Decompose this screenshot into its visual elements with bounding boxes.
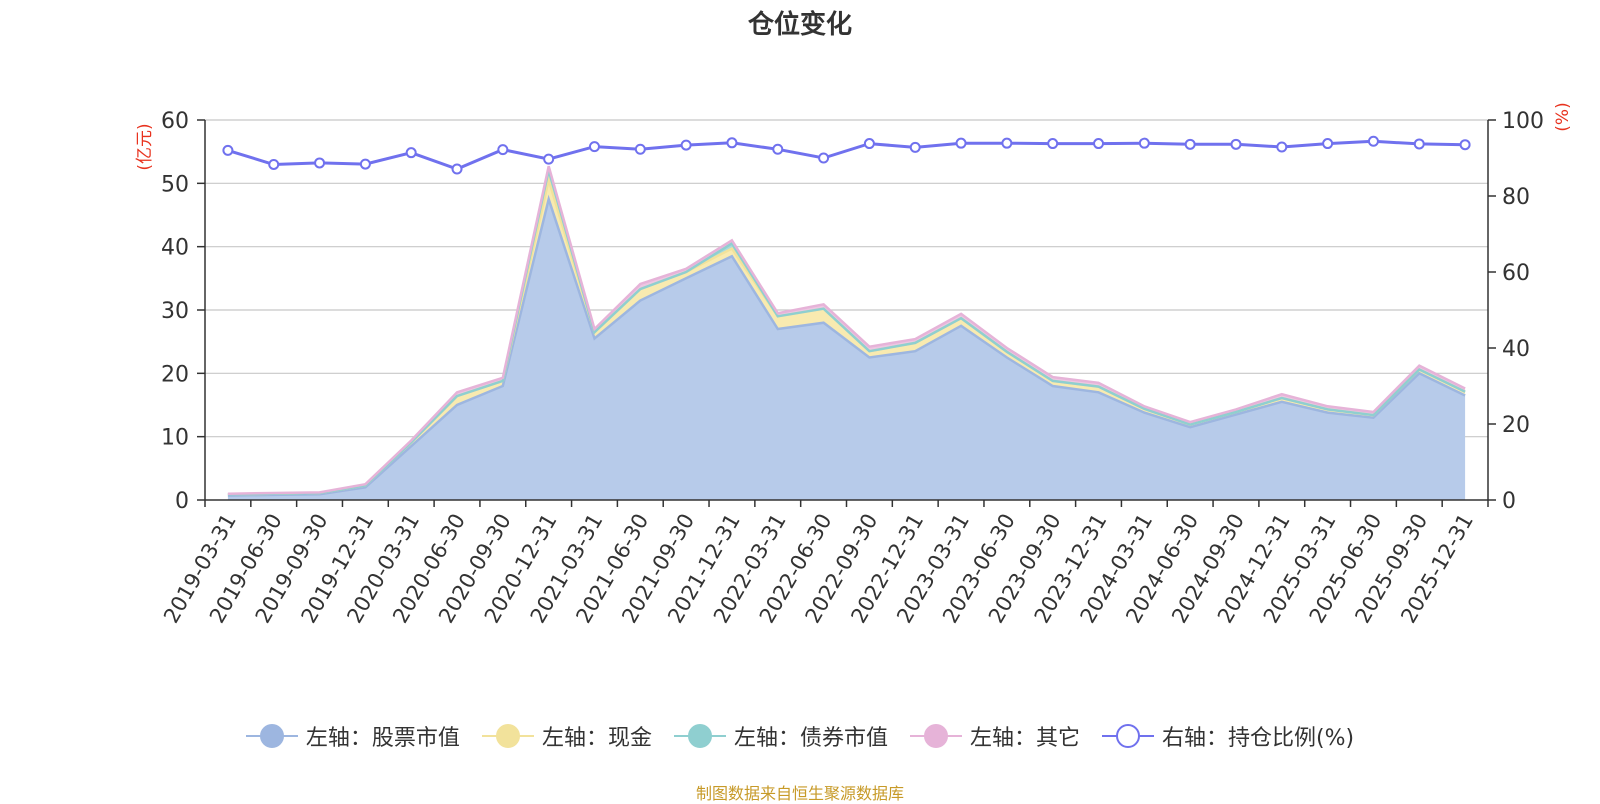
area-line-3 (227, 165, 1466, 495)
area-0 (227, 199, 1466, 500)
position-ratio-point (1184, 138, 1196, 150)
left-tick-label: 30 (161, 299, 189, 324)
legend-marker-icon (909, 724, 962, 748)
legend-marker-icon (481, 724, 534, 748)
left-tick-label: 0 (175, 489, 189, 514)
position-ratio-point (863, 138, 875, 150)
position-ratio-line (227, 139, 1466, 171)
chart-legend: 左轴：股票市值 左轴：现金 左轴：债券市值 左轴：其它 右轴：持仓比例(%) (0, 720, 1600, 752)
right-tick-label: 40 (1502, 337, 1530, 362)
right-tick-label: 100 (1502, 109, 1544, 134)
legend-item-4[interactable]: 右轴：持仓比例(%) (1101, 720, 1355, 752)
position-ratio-point (1093, 138, 1105, 150)
area-1 (227, 180, 1466, 496)
legend-label: 左轴：其它 (969, 726, 1080, 751)
right-axis-unit: (%) (1553, 102, 1573, 131)
position-ratio-point (405, 147, 417, 159)
position-ratio-point (634, 143, 646, 155)
right-tick-label: 80 (1502, 185, 1530, 210)
left-tick-label: 60 (161, 109, 189, 134)
position-ratio-point (497, 144, 509, 156)
position-ratio-point (588, 141, 600, 153)
legend-label: 左轴：股票市值 (305, 726, 460, 751)
position-ratio-point (1230, 138, 1242, 150)
position-ratio-point (451, 163, 463, 175)
left-tick-label: 20 (161, 362, 189, 387)
position-ratio-point (680, 139, 692, 151)
area-line-0 (227, 194, 1466, 497)
position-ratio-point (359, 158, 371, 170)
position-ratio-point (1367, 135, 1379, 147)
position-ratio-point (1001, 137, 1013, 149)
legend-label: 右轴：持仓比例(%) (1161, 726, 1355, 751)
legend-marker-icon (245, 724, 298, 748)
position-ratio-point (314, 157, 326, 169)
legend-label: 左轴：债券市值 (733, 726, 888, 751)
source-note: 制图数据来自恒生聚源数据库 (695, 784, 904, 803)
chart-title: 仓位变化 (747, 10, 852, 40)
left-tick-label: 10 (161, 426, 189, 451)
position-ratio-point (268, 158, 280, 170)
area-line-2 (227, 169, 1466, 496)
position-ratio-point (955, 137, 967, 149)
legend-label: 左轴：现金 (541, 726, 652, 751)
left-tick-label: 50 (161, 172, 189, 197)
position-ratio-point (1138, 137, 1150, 149)
position-ratio-point (222, 144, 234, 156)
right-tick-label: 60 (1502, 261, 1530, 286)
left-axis-unit: (亿元) (135, 123, 155, 170)
legend-marker-icon (673, 724, 726, 748)
legend-item-2[interactable]: 左轴：债券市值 (673, 720, 888, 752)
left-tick-label: 40 (161, 236, 189, 261)
legend-item-0[interactable]: 左轴：股票市值 (245, 720, 460, 752)
position-ratio-point (1276, 141, 1288, 153)
legend-item-1[interactable]: 左轴：现金 (481, 720, 652, 752)
position-ratio-point (543, 153, 555, 165)
position-ratio-point (909, 141, 921, 153)
position-ratio-point (726, 137, 738, 149)
position-ratio-point (1459, 139, 1471, 151)
position-ratio-point (772, 143, 784, 155)
right-tick-label: 0 (1502, 489, 1516, 514)
position-ratio-point (1413, 138, 1425, 150)
position-ratio-point (1047, 138, 1059, 150)
right-tick-label: 20 (1502, 413, 1530, 438)
legend-marker-icon (1101, 724, 1154, 748)
legend-item-3[interactable]: 左轴：其它 (909, 720, 1080, 752)
position-ratio-point (1322, 138, 1334, 150)
position-ratio-point (818, 152, 830, 164)
